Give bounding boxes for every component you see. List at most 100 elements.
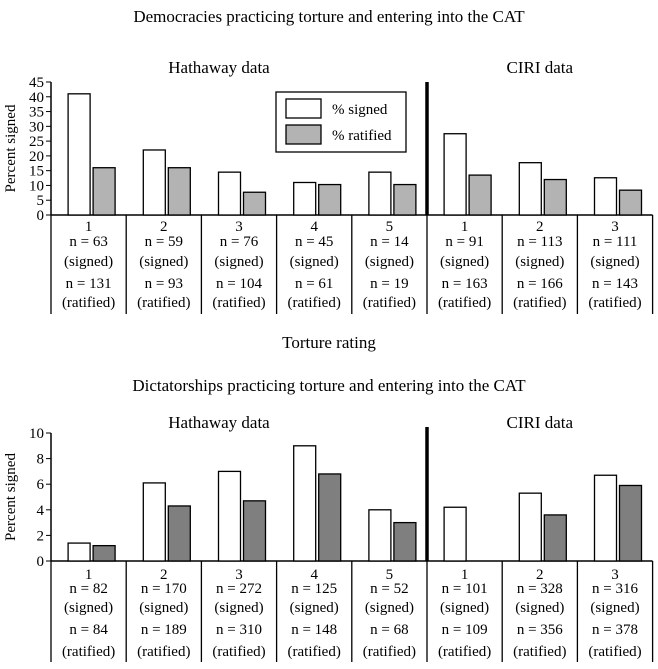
p1-bar-signed-hathaway-5 bbox=[368, 171, 392, 216]
p2-n-signed-label: n = 125 bbox=[291, 581, 337, 597]
p1-n-signed-tag: (signed) bbox=[290, 254, 339, 270]
p1-n-signed-tag: (signed) bbox=[64, 254, 113, 270]
p2-category-label: 2 bbox=[536, 567, 544, 583]
p1-n-ratified-label: n = 93 bbox=[145, 276, 183, 292]
p1-category-label: 5 bbox=[386, 219, 394, 235]
p2-bar-ratified-hathaway-2 bbox=[167, 505, 191, 562]
p2-n-signed-tag: (signed) bbox=[440, 600, 489, 616]
p2-bar-ratified-hathaway-5 bbox=[393, 521, 417, 562]
p2-n-signed-label: n = 272 bbox=[216, 581, 262, 597]
p2-category-label: 1 bbox=[85, 567, 93, 583]
p2-n-ratified-label: n = 356 bbox=[517, 622, 563, 638]
p1-n-signed-label: n = 111 bbox=[593, 234, 638, 250]
p2-bar-signed-ciri-2 bbox=[518, 492, 542, 562]
p1-n-signed-tag: (signed) bbox=[214, 254, 263, 270]
p1-bar-signed-ciri-1 bbox=[443, 133, 467, 216]
p1-n-signed-tag: (signed) bbox=[139, 254, 188, 270]
p2-y-tick-label: 6 bbox=[37, 477, 45, 493]
p1-bar-ratified-hathaway-4 bbox=[318, 183, 342, 216]
p2-y-tick-label: 2 bbox=[37, 528, 45, 544]
p1-y-axis-label: Percent signed bbox=[3, 104, 19, 192]
p2-n-ratified-tag: (ratified) bbox=[212, 644, 265, 660]
p2-y-axis-label: Percent signed bbox=[3, 453, 19, 541]
p2-n-ratified-label: n = 378 bbox=[592, 622, 638, 638]
p1-n-signed-label: n = 45 bbox=[295, 234, 333, 250]
p1-n-ratified-label: n = 19 bbox=[370, 276, 408, 292]
p1-bar-ratified-ciri-2 bbox=[543, 178, 567, 216]
p1-bar-signed-ciri-2 bbox=[518, 162, 542, 216]
p1-group-label: CIRI data bbox=[507, 58, 574, 77]
p1-bar-signed-hathaway-3 bbox=[217, 171, 242, 216]
p2-n-signed-label: n = 170 bbox=[141, 581, 187, 597]
p1-y-tick-label: 35 bbox=[29, 105, 44, 121]
p2-n-ratified-label: n = 310 bbox=[216, 622, 262, 638]
p2-n-ratified-label: n = 84 bbox=[69, 622, 108, 638]
p2-bar-signed-hathaway-1 bbox=[67, 542, 91, 562]
p1-n-ratified-label: n = 131 bbox=[66, 276, 112, 292]
p1-n-ratified-label: n = 61 bbox=[295, 276, 333, 292]
p2-y-tick-label: 0 bbox=[37, 554, 45, 570]
p2-bar-ratified-hathaway-1 bbox=[92, 544, 116, 562]
p1-n-signed-label: n = 113 bbox=[517, 234, 562, 250]
p1-y-tick-label: 30 bbox=[29, 119, 44, 135]
p1-x-axis-label: Torture rating bbox=[282, 333, 376, 352]
p1-bar-signed-hathaway-2 bbox=[142, 149, 166, 216]
p1-bar-ratified-hathaway-3 bbox=[242, 191, 267, 216]
p1-n-ratified-tag: (ratified) bbox=[513, 295, 566, 311]
p2-n-signed-tag: (signed) bbox=[214, 600, 263, 616]
p1-chart-title: Democracies practicing torture and enter… bbox=[133, 7, 525, 26]
p1-n-signed-label: n = 63 bbox=[69, 234, 107, 250]
p2-n-signed-label: n = 101 bbox=[442, 581, 488, 597]
p1-y-tick-label: 10 bbox=[29, 178, 44, 194]
p2-bar-signed-hathaway-4 bbox=[293, 445, 317, 562]
p1-n-ratified-label: n = 104 bbox=[216, 276, 262, 292]
p1-n-ratified-label: n = 166 bbox=[517, 276, 563, 292]
p2-category-label: 3 bbox=[611, 567, 619, 583]
p2-n-ratified-tag: (ratified) bbox=[62, 644, 115, 660]
p1-n-signed-tag: (signed) bbox=[590, 254, 639, 270]
p2-n-ratified-label: n = 189 bbox=[141, 622, 187, 638]
p2-chart-title: Dictatorships practicing torture and ent… bbox=[132, 376, 526, 395]
p2-y-tick-label: 4 bbox=[37, 503, 45, 519]
p1-n-ratified-tag: (ratified) bbox=[137, 295, 190, 311]
p2-category-label: 5 bbox=[386, 567, 394, 583]
p2-n-ratified-label: n = 109 bbox=[442, 622, 488, 638]
p2-n-ratified-tag: (ratified) bbox=[137, 644, 190, 660]
p2-group-label: Hathaway data bbox=[168, 413, 270, 432]
p2-n-signed-tag: (signed) bbox=[515, 600, 564, 616]
p2-bar-signed-hathaway-5 bbox=[368, 509, 392, 562]
p1-bar-signed-hathaway-4 bbox=[293, 181, 317, 216]
p2-n-signed-tag: (signed) bbox=[290, 600, 339, 616]
p1-category-label: 3 bbox=[235, 219, 243, 235]
p2-bar-ratified-hathaway-3 bbox=[242, 500, 267, 562]
p1-category-label: 2 bbox=[160, 219, 168, 235]
p2-n-signed-label: n = 82 bbox=[69, 581, 107, 597]
p2-y-tick-label: 10 bbox=[29, 426, 44, 442]
p2-n-ratified-label: n = 68 bbox=[370, 622, 408, 638]
p1-n-signed-label: n = 14 bbox=[370, 234, 409, 250]
p1-n-ratified-tag: (ratified) bbox=[438, 295, 491, 311]
p2-bar-signed-hathaway-2 bbox=[142, 482, 166, 562]
p1-category-label: 2 bbox=[536, 219, 544, 235]
p1-y-tick-label: 0 bbox=[37, 208, 45, 224]
p2-n-ratified-tag: (ratified) bbox=[363, 644, 416, 660]
p2-category-label: 4 bbox=[310, 567, 318, 583]
p1-n-ratified-tag: (ratified) bbox=[588, 295, 641, 311]
p2-category-label: 1 bbox=[461, 567, 469, 583]
p1-bar-ratified-ciri-1 bbox=[468, 174, 492, 216]
p2-bar-signed-hathaway-3 bbox=[217, 470, 242, 562]
p1-n-signed-tag: (signed) bbox=[365, 254, 414, 270]
p2-n-ratified-tag: (ratified) bbox=[288, 644, 341, 660]
p2-bar-signed-ciri-1 bbox=[443, 506, 467, 562]
p1-y-tick-label: 40 bbox=[29, 90, 44, 106]
p1-y-tick-label: 15 bbox=[29, 164, 44, 180]
p1-y-tick-label: 45 bbox=[29, 75, 44, 91]
p2-bar-signed-ciri-3 bbox=[593, 474, 618, 562]
p1-n-signed-label: n = 59 bbox=[145, 234, 183, 250]
p2-category-label: 2 bbox=[160, 567, 168, 583]
p1-n-signed-tag: (signed) bbox=[515, 254, 564, 270]
p1-y-tick-label: 20 bbox=[29, 149, 44, 165]
p2-n-signed-label: n = 328 bbox=[517, 581, 563, 597]
p1-category-label: 1 bbox=[461, 219, 469, 235]
